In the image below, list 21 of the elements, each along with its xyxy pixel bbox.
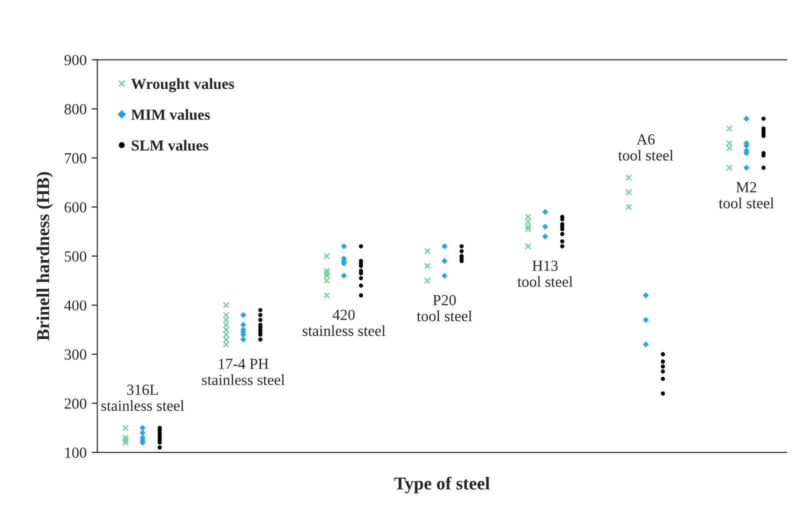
annotation: 17-4 PH stainless steel <box>202 358 285 386</box>
y-tick-label: 400 <box>64 300 86 311</box>
y-tick-label: 700 <box>64 153 86 164</box>
annotation: A6 tool steel <box>618 134 674 161</box>
y-tick-label: 200 <box>64 398 86 409</box>
y-tick-label: 100 <box>65 448 86 458</box>
y-tick-label: 600 <box>64 202 86 212</box>
annotation: H13 tool steel <box>518 260 573 287</box>
legend-label: MIM values <box>131 109 210 120</box>
legend-label: SLM values <box>132 140 208 151</box>
y-axis-title: Brinell hardness (HB) <box>36 172 53 341</box>
x-axis-title: Type of steel <box>394 476 490 494</box>
annotation: 316L stainless steel <box>101 384 184 411</box>
y-tick-label: 800 <box>64 104 86 114</box>
annotation: 420 stainless steel <box>302 310 386 336</box>
annotation: P20 tool steel <box>416 294 472 322</box>
annotation: M2 tool steel <box>718 182 774 208</box>
legend-label: Wrought values <box>131 78 234 92</box>
y-tick-label: 300 <box>64 349 86 360</box>
y-tick-label: 500 <box>64 251 86 262</box>
y-tick-label: 900 <box>64 54 86 66</box>
